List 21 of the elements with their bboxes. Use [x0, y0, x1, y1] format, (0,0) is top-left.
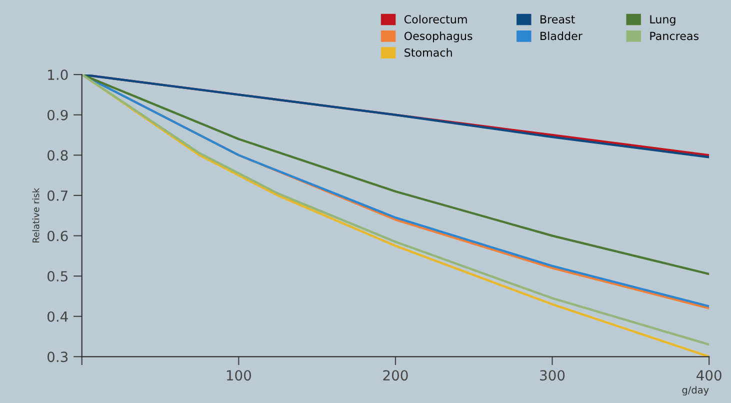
y-axis-title: Relative risk	[32, 188, 40, 242]
y-tick-label: 0.8	[48, 150, 68, 161]
y-tick-label: 1.0	[48, 70, 68, 80]
x-tick-label: 200	[383, 370, 408, 381]
legend-label: Breast	[540, 15, 575, 24]
legend-label: Bladder	[540, 32, 582, 40]
legend-label: Lung	[650, 15, 676, 26]
legend-label: Oesophagus	[404, 32, 472, 42]
y-tick-label: 0.3	[48, 352, 68, 362]
legend-label: Stomach	[404, 48, 452, 57]
y-tick-label: 0.5	[48, 271, 68, 282]
y-tick-label: 0.4	[48, 311, 68, 322]
y-tick-label: 0.7	[48, 190, 68, 201]
x-tick-label: 100	[226, 370, 252, 381]
legend-label: Pancreas	[650, 32, 699, 40]
x-tick-label: 400	[696, 370, 722, 381]
legend-label: Colorectum	[404, 14, 467, 24]
x-axis-title: g/day	[682, 386, 709, 396]
y-tick-label: 0.9	[48, 110, 68, 120]
y-tick-label: 0.6	[48, 230, 68, 242]
x-tick-label: 300	[540, 370, 565, 381]
